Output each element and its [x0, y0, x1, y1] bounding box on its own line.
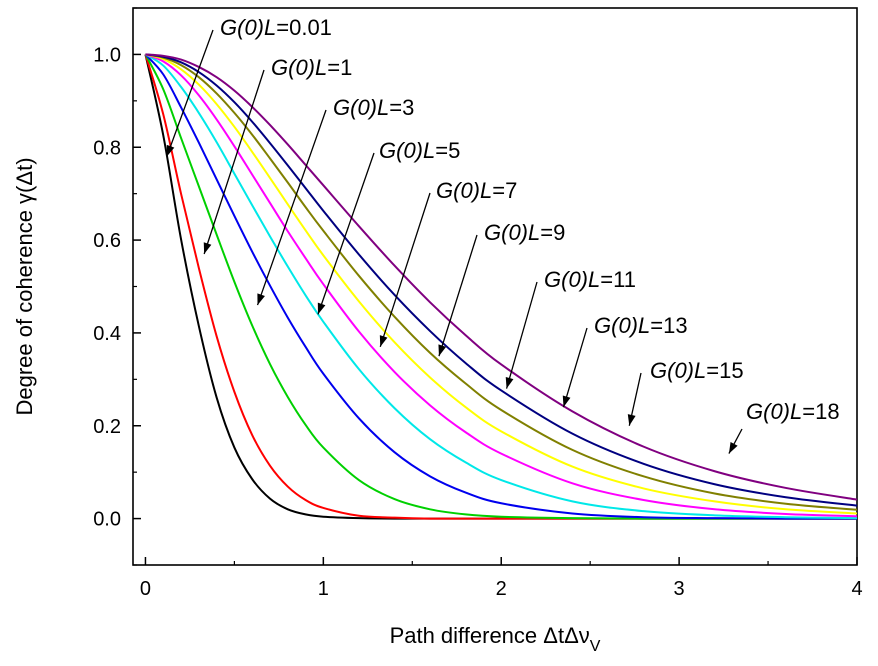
x-axis-title-text: Path difference ΔtΔν [390, 623, 590, 648]
annotation-arrow-line [505, 281, 538, 389]
annotation-label-italic: L [480, 178, 492, 203]
y-tick-label: 0.6 [93, 230, 121, 252]
annotation-arrow-head [257, 293, 265, 306]
annotation-arrow-head [203, 242, 212, 255]
annotation-label-italic: L [528, 220, 540, 245]
annotation-label-prefix: G(0) [379, 138, 423, 163]
annotation-label-suffix: =5 [435, 138, 460, 163]
annotation-arrow-line [438, 234, 478, 357]
annotations: G(0)L=0.01G(0)L=1G(0)L=3G(0)L=5G(0)L=7G(… [166, 15, 840, 454]
y-tick-label: 0.0 [93, 509, 121, 531]
y-axis-title: Degree of coherence γ(Δt) [12, 157, 37, 415]
annotation-label-prefix: G(0) [220, 15, 264, 40]
annotation-label-prefix: G(0) [594, 313, 638, 338]
annotation-label-suffix: =18 [802, 399, 839, 424]
annotation-label: G(0)L=7 [436, 178, 517, 203]
annotation-label: G(0)L=1 [271, 55, 352, 80]
annotation-label-prefix: G(0) [333, 95, 377, 120]
annotation-label-italic: L [694, 358, 706, 383]
y-tick-label: 0.2 [93, 416, 121, 438]
annotation-label-suffix: =11 [600, 267, 636, 292]
annotation-label-suffix: =9 [540, 220, 565, 245]
annotation-label-suffix: =1 [327, 55, 352, 80]
curves [144, 53, 858, 520]
annotation-arrow-head [438, 344, 447, 357]
annotation-arrow-line [166, 29, 214, 157]
x-axis-title: Path difference ΔtΔνV [390, 623, 601, 655]
annotation-label-italic: L [315, 55, 327, 80]
annotation-label-suffix: =13 [650, 313, 687, 338]
curve-line [145, 53, 858, 511]
annotation-label-prefix: G(0) [484, 220, 528, 245]
annotation-label-suffix: =0.01 [276, 15, 332, 40]
annotation-label: G(0)L=3 [333, 95, 414, 120]
x-tick-label: 3 [674, 578, 685, 600]
annotation-arrow-line [379, 192, 431, 348]
annotation-arrow-head [562, 395, 571, 408]
annotation-label-prefix: G(0) [271, 55, 315, 80]
annotation-label: G(0)L=18 [746, 399, 840, 424]
annotation-label-prefix: G(0) [746, 399, 790, 424]
x-tick-label: 0 [140, 578, 151, 600]
annotation-label-italic: L [588, 267, 600, 292]
annotation-arrow-line [317, 152, 375, 315]
curve-line [144, 53, 858, 520]
annotation-label-italic: L [377, 95, 389, 120]
annotation-arrow-line [203, 69, 265, 255]
y-tick-label: 0.4 [93, 323, 121, 345]
x-tick-label: 4 [851, 578, 862, 600]
curve-line [145, 53, 858, 501]
curve-line [145, 53, 858, 515]
x-axis-title-subscript: V [590, 638, 601, 655]
annotation-arrow-head [317, 302, 326, 315]
annotation-arrow-head [379, 335, 388, 347]
axes [132, 7, 858, 566]
annotation-label-italic: L [638, 313, 650, 338]
annotation-arrow-line [256, 109, 327, 306]
annotation-label-italic: L [790, 399, 802, 424]
x-tick-label: 2 [496, 578, 507, 600]
annotation-label: G(0)L=5 [379, 138, 460, 163]
annotation-label-prefix: G(0) [544, 267, 588, 292]
annotation-label: G(0)L=15 [650, 358, 744, 383]
annotation-arrow-head [505, 376, 514, 389]
annotation-label-italic: L [264, 15, 276, 40]
curve-line [144, 54, 857, 520]
curve-line [144, 54, 857, 520]
annotation-arrow-head [728, 442, 738, 454]
annotation-arrow-line [562, 327, 588, 408]
x-tick-label: 1 [318, 578, 329, 600]
annotation-arrow-head [166, 144, 175, 157]
curve-line [145, 53, 858, 507]
annotation-label-prefix: G(0) [650, 358, 694, 383]
annotation-label-italic: L [423, 138, 435, 163]
annotation-label-suffix: =7 [492, 178, 517, 203]
plot-frame [132, 7, 858, 566]
curve-line [145, 53, 858, 518]
y-tick-label: 1.0 [93, 44, 121, 66]
annotation-label: G(0)L=11 [544, 267, 636, 292]
y-tick-label: 0.8 [93, 137, 121, 159]
annotation-label: G(0)L=13 [594, 313, 688, 338]
annotation-label-prefix: G(0) [436, 178, 480, 203]
ticks: 0 1 2 3 4 0.0 0.2 0.4 0.6 0.8 1.0 [93, 7, 863, 600]
annotation-label: G(0)L=0.01 [220, 15, 332, 40]
annotation-label: G(0)L=9 [484, 220, 565, 245]
annotation-label-suffix: =15 [706, 358, 743, 383]
annotation-arrow-head [627, 414, 636, 426]
annotation-label-suffix: =3 [389, 95, 414, 120]
curve-line [144, 53, 858, 520]
curve-line [144, 53, 857, 520]
